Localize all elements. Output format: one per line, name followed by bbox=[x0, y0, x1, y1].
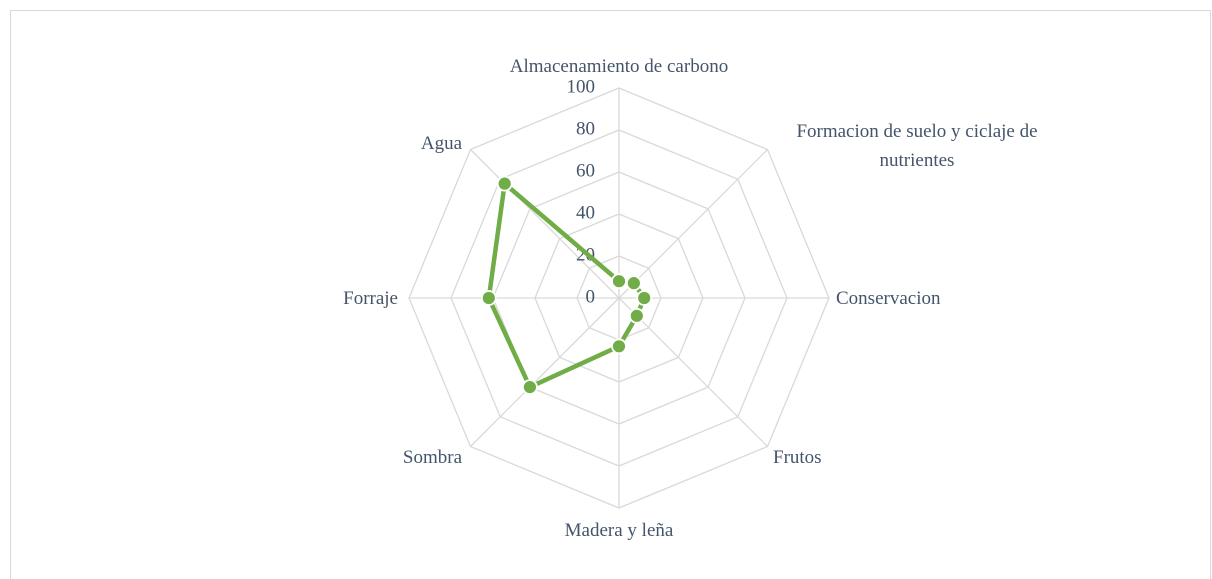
tick-label: 100 bbox=[567, 76, 596, 97]
spoke bbox=[618, 149, 768, 299]
category-label: Sombra bbox=[402, 447, 462, 468]
marker bbox=[636, 290, 653, 306]
tick-label: 0 bbox=[586, 286, 596, 307]
spoke bbox=[470, 297, 620, 447]
spoke bbox=[470, 149, 620, 299]
marker bbox=[611, 338, 627, 355]
category-label: Almacenamiento de carbono bbox=[509, 56, 729, 77]
marker bbox=[496, 175, 513, 192]
chart-frame bbox=[10, 10, 1211, 579]
marker bbox=[611, 273, 627, 290]
category-label: Frutos bbox=[773, 447, 822, 468]
tick-label: 40 bbox=[576, 202, 595, 223]
category-label: Formacion de suelo y ciclaje de nutrient… bbox=[796, 121, 1038, 171]
category-label: Madera y leña bbox=[564, 520, 674, 541]
tick-label: 80 bbox=[576, 118, 595, 139]
marker bbox=[628, 307, 645, 324]
category-label: Forraje bbox=[343, 288, 398, 309]
marker bbox=[522, 379, 538, 395]
marker bbox=[625, 275, 642, 292]
tick-label: 60 bbox=[576, 160, 595, 181]
category-label: Agua bbox=[420, 133, 462, 154]
category-label: Conservacion bbox=[836, 288, 941, 309]
marker bbox=[480, 290, 497, 306]
spoke bbox=[618, 297, 768, 447]
